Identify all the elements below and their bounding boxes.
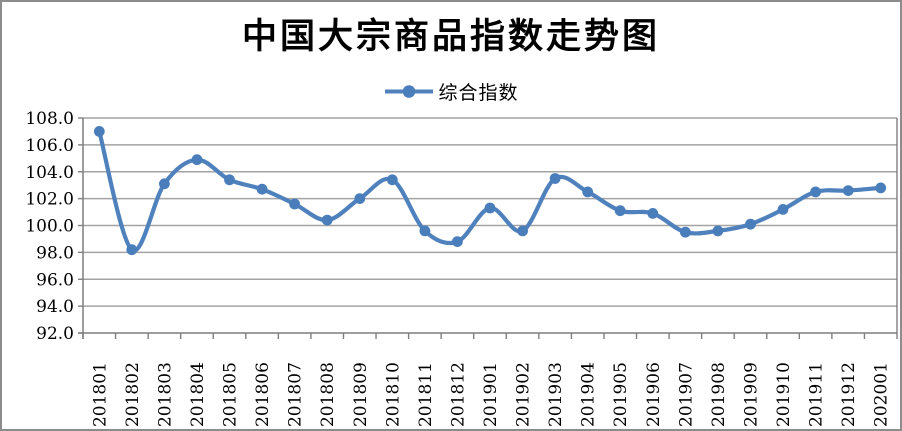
- x-tick-label: 201804: [188, 362, 208, 427]
- x-tick-label: 201908: [709, 362, 729, 427]
- x-tick-label: 202001: [872, 362, 892, 427]
- data-point-marker: [93, 125, 105, 137]
- data-point-marker: [745, 218, 756, 230]
- data-point-marker: [191, 154, 203, 166]
- series-line: [97, 129, 883, 253]
- data-point-marker: [386, 174, 398, 186]
- x-tick-label: 201902: [514, 362, 534, 427]
- x-tick-label: 201808: [318, 362, 338, 427]
- x-tick-label: 201812: [448, 362, 468, 427]
- x-tick-label: 201806: [253, 362, 273, 427]
- data-point-marker: [842, 185, 854, 197]
- x-tick-label: 201904: [579, 362, 599, 427]
- x-tick-label: 201907: [676, 362, 696, 427]
- x-tick-label: 201906: [644, 362, 664, 427]
- x-tick-label: 201903: [546, 362, 566, 427]
- y-tick-label: 98.0: [36, 243, 74, 263]
- x-tick-label: 201807: [286, 362, 306, 427]
- chart-title: 中国大宗商品指数走势图: [241, 16, 660, 57]
- legend-label: 综合指数: [438, 82, 519, 104]
- data-point-marker: [354, 193, 366, 205]
- data-point-marker: [549, 173, 561, 184]
- x-tick-label: 201901: [481, 362, 501, 427]
- data-point-marker: [321, 214, 333, 226]
- y-tick-label: 94.0: [36, 297, 74, 317]
- x-tick-label: 201809: [351, 362, 371, 427]
- data-point-marker: [582, 186, 594, 198]
- data-point-marker: [159, 178, 170, 190]
- data-point-marker: [517, 225, 528, 237]
- data-point-marker: [484, 202, 496, 214]
- data-point-marker: [680, 226, 691, 238]
- data-point-marker: [289, 198, 300, 210]
- x-tick-label: 201912: [839, 362, 859, 427]
- x-tick-label: 201909: [741, 362, 761, 427]
- x-tick-label: 201905: [611, 362, 631, 427]
- y-tick-label: 102.0: [25, 190, 74, 210]
- data-point-marker: [712, 225, 724, 237]
- x-tick-label: 201810: [383, 362, 403, 427]
- data-point-marker: [126, 244, 138, 256]
- legend: 综合指数: [2, 78, 900, 105]
- data-point-marker: [452, 236, 463, 248]
- x-tick-label: 201805: [221, 362, 241, 427]
- data-point-marker: [614, 205, 626, 217]
- data-point-marker: [256, 183, 268, 195]
- data-point-marker: [647, 208, 659, 219]
- data-point-marker: [224, 174, 235, 186]
- x-tick-label: 201802: [123, 362, 143, 427]
- x-tick-label: 201910: [774, 362, 794, 427]
- x-tick-label: 201801: [90, 362, 110, 427]
- y-tick-label: 96.0: [36, 270, 74, 290]
- x-tick-label: 201803: [155, 362, 175, 427]
- data-point-marker: [810, 186, 821, 198]
- y-tick-label: 108.0: [25, 109, 74, 129]
- y-tick-label: 92.0: [36, 324, 74, 344]
- y-tick-label: 106.0: [25, 136, 74, 156]
- x-tick-label: 201911: [807, 362, 827, 427]
- y-tick-label: 100.0: [25, 217, 74, 237]
- y-tick-label: 104.0: [25, 163, 74, 183]
- data-point-marker: [875, 182, 887, 194]
- data-point-marker: [419, 225, 431, 237]
- line-marker-icon: [383, 84, 435, 99]
- data-point-marker: [777, 204, 789, 215]
- x-tick-label: 201811: [416, 362, 436, 427]
